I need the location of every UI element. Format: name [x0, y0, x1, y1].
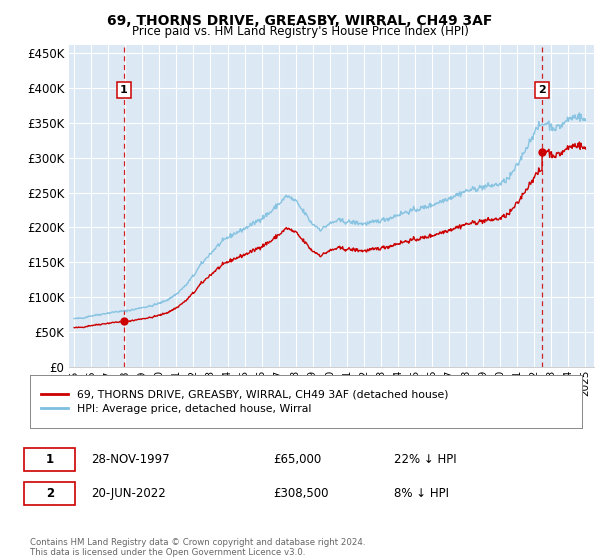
Text: 22% ↓ HPI: 22% ↓ HPI: [394, 453, 457, 466]
Text: 69, THORNS DRIVE, GREASBY, WIRRAL, CH49 3AF: 69, THORNS DRIVE, GREASBY, WIRRAL, CH49 …: [107, 14, 493, 28]
Text: 8% ↓ HPI: 8% ↓ HPI: [394, 487, 449, 500]
Text: Price paid vs. HM Land Registry's House Price Index (HPI): Price paid vs. HM Land Registry's House …: [131, 25, 469, 38]
Text: 20-JUN-2022: 20-JUN-2022: [91, 487, 166, 500]
Legend: 69, THORNS DRIVE, GREASBY, WIRRAL, CH49 3AF (detached house), HPI: Average price: 69, THORNS DRIVE, GREASBY, WIRRAL, CH49 …: [35, 384, 454, 419]
Text: £308,500: £308,500: [273, 487, 328, 500]
FancyBboxPatch shape: [25, 482, 75, 505]
Text: Contains HM Land Registry data © Crown copyright and database right 2024.
This d: Contains HM Land Registry data © Crown c…: [30, 538, 365, 557]
Text: 28-NOV-1997: 28-NOV-1997: [91, 453, 169, 466]
FancyBboxPatch shape: [25, 449, 75, 471]
Text: 1: 1: [46, 453, 54, 466]
Text: 2: 2: [538, 85, 546, 95]
Text: £65,000: £65,000: [273, 453, 321, 466]
Text: 2: 2: [46, 487, 54, 500]
Text: 1: 1: [120, 85, 128, 95]
